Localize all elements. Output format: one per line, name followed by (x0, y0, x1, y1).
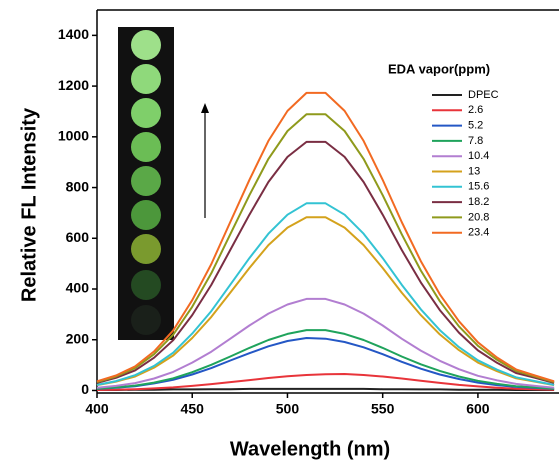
series-line (96, 113, 555, 384)
y-tick-label: 600 (66, 229, 90, 245)
photo-dot (131, 30, 161, 60)
legend-label: 7.8 (468, 135, 483, 147)
trend-arrow (201, 103, 209, 218)
photo-dot (131, 200, 161, 230)
legend-label: DPEC (468, 89, 499, 101)
y-axis-title: Relative FL Intensity (18, 107, 40, 302)
series-line (96, 373, 555, 391)
y-tick-label: 1000 (58, 128, 89, 144)
x-tick-label: 450 (181, 401, 205, 417)
series-line (97, 387, 555, 391)
legend-title: EDA vapor(ppm) (388, 61, 490, 76)
legend-label: 23.4 (468, 227, 489, 239)
photo-dot (131, 234, 161, 264)
x-tick-label: 400 (85, 401, 109, 417)
photo-dot (131, 132, 161, 162)
legend-label: 20.8 (468, 211, 489, 223)
legend-label: 18.2 (468, 196, 489, 208)
series-line (96, 91, 555, 383)
series-line (96, 337, 555, 390)
legend-label: 2.6 (468, 104, 483, 116)
arrow-head (201, 103, 209, 113)
legend-label: 15.6 (468, 181, 489, 193)
y-tick-label: 1200 (58, 77, 89, 93)
photo-dot (131, 270, 161, 300)
y-tick-label: 200 (66, 330, 90, 346)
x-tick-label: 550 (371, 401, 395, 417)
photo-dot (131, 64, 161, 94)
series-line (96, 202, 555, 386)
legend-label: 10.4 (468, 150, 489, 162)
legend-label: 5.2 (468, 120, 483, 132)
series-line (96, 216, 555, 387)
x-axis-title: Wavelength (nm) (230, 438, 390, 460)
y-tick-label: 1400 (58, 26, 89, 42)
y-tick-label: 400 (66, 280, 90, 296)
inset-photo (118, 27, 174, 340)
photo-dot (131, 305, 161, 335)
photo-dot (131, 166, 161, 196)
x-tick-label: 600 (466, 401, 490, 417)
series-line (96, 329, 555, 390)
x-tick-label: 500 (276, 401, 300, 417)
photo-dot (131, 98, 161, 128)
legend-label: 13 (468, 165, 480, 177)
series-line (96, 140, 555, 384)
series-line (96, 297, 555, 389)
y-tick-label: 800 (66, 178, 90, 194)
y-tick-label: 0 (81, 381, 89, 397)
